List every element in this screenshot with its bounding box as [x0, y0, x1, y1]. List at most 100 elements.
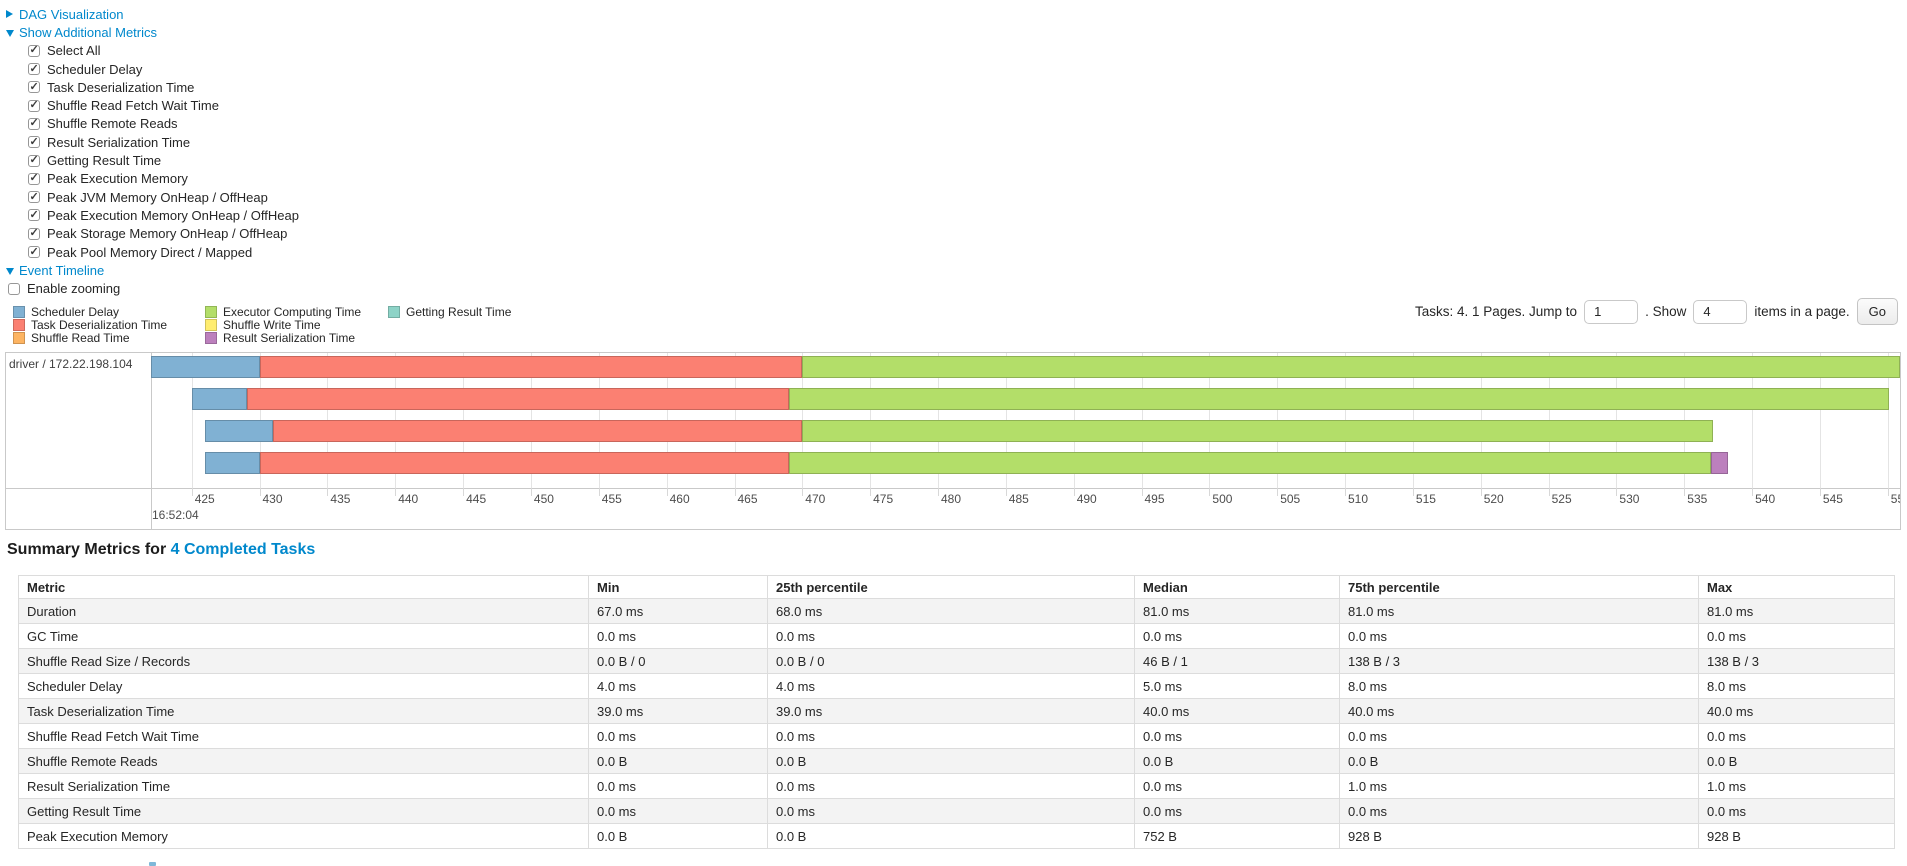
metric-checkbox-label: Peak Storage Memory OnHeap / OffHeap	[47, 226, 288, 242]
table-cell: Scheduler Delay	[18, 673, 589, 699]
tick-mark	[1209, 488, 1211, 496]
checkbox-checked-icon[interactable]	[28, 116, 40, 130]
metric-checkbox-label: Shuffle Remote Reads	[47, 116, 178, 132]
table-cell: 39.0 ms	[767, 698, 1135, 724]
checkbox-checked-icon[interactable]	[28, 135, 40, 149]
metric-checkbox-row[interactable]: Select All	[6, 42, 299, 60]
checkbox-checked-icon[interactable]	[28, 98, 40, 112]
tick-mark	[734, 488, 736, 496]
task-bar-segment-executor_computing[interactable]	[788, 388, 1890, 410]
table-cell: 0.0 ms	[588, 623, 768, 649]
table-row: Task Deserialization Time 39.0 ms 39.0 ms 4…	[18, 698, 1895, 724]
checkbox-checked-icon[interactable]	[28, 62, 40, 76]
completed-tasks-link[interactable]: 4 Completed Tasks	[170, 541, 316, 558]
task-bar-segment-scheduler_delay[interactable]	[191, 388, 248, 410]
legend-column: Scheduler Delay Task Deserialization Time…	[13, 305, 167, 345]
metric-checkbox-label: Scheduler Delay	[47, 61, 143, 77]
checkbox-checked-icon[interactable]	[28, 80, 40, 94]
task-bar-segment-scheduler_delay[interactable]	[205, 420, 274, 442]
tick-label: 525	[1551, 492, 1572, 506]
go-button[interactable]: Go	[1856, 298, 1898, 325]
tick-label: 540	[1755, 492, 1776, 506]
show-additional-metrics-toggle[interactable]: Show Additional Metrics	[6, 23, 299, 41]
heading-prefix-text: Summary Metrics for	[7, 541, 171, 558]
legend-swatch	[205, 318, 217, 331]
jump-to-page-input[interactable]	[1584, 299, 1639, 324]
metric-checkbox-row[interactable]: Scheduler Delay	[6, 60, 299, 78]
task-bar-segment-result_serialization[interactable]	[1711, 452, 1728, 474]
axis-time-label: 16:52:04	[152, 508, 199, 522]
items-per-page-input[interactable]	[1693, 299, 1748, 324]
metric-checkbox-row[interactable]: Peak JVM Memory OnHeap / OffHeap	[6, 188, 299, 206]
metric-checkbox-row[interactable]: Getting Result Time	[6, 151, 299, 169]
table-cell: 0.0 ms	[767, 798, 1135, 824]
checkbox-checked-icon[interactable]	[28, 226, 40, 240]
metric-checkbox-row[interactable]: Task Deserialization Time	[6, 78, 299, 96]
tick-mark	[1277, 488, 1279, 496]
table-cell: 0.0 ms	[588, 723, 768, 749]
table-cell: Duration	[18, 598, 589, 624]
metric-checkbox-row[interactable]: Result Serialization Time	[6, 133, 299, 151]
table-cell: 138 B / 3	[1698, 648, 1895, 674]
chevron-down-icon	[6, 29, 14, 37]
tick-label: 440	[398, 492, 419, 506]
checkbox-checked-icon[interactable]	[28, 43, 40, 57]
enable-zooming-row[interactable]: Enable zooming	[6, 279, 299, 297]
task-bar-segment-task_deserialization[interactable]	[247, 388, 789, 410]
legend-item: Shuffle Write Time	[205, 318, 361, 332]
table-cell: 928 B	[1339, 823, 1699, 849]
tick-label: 430	[262, 492, 283, 506]
executor-group-label: driver / 172.22.198.104	[9, 357, 133, 371]
metric-checkbox-row[interactable]: Peak Pool Memory Direct / Mapped	[6, 243, 299, 261]
legend-item-label: Shuffle Read Time	[31, 330, 130, 345]
dag-visualization-link[interactable]: DAG Visualization	[19, 6, 124, 22]
show-additional-metrics-link[interactable]: Show Additional Metrics	[19, 24, 158, 40]
task-bar-segment-scheduler_delay[interactable]	[205, 452, 260, 474]
task-bar-segment-executor_computing[interactable]	[802, 356, 1900, 378]
dag-visualization-toggle[interactable]: DAG Visualization	[6, 5, 299, 23]
table-cell: 46 B / 1	[1134, 648, 1340, 674]
metric-checkbox-row[interactable]: Shuffle Remote Reads	[6, 115, 299, 133]
checkbox-unchecked-icon[interactable]	[8, 282, 20, 295]
table-cell: 0.0 B	[1134, 748, 1340, 774]
checkbox-checked-icon[interactable]	[28, 245, 40, 258]
task-bar-segment-task_deserialization[interactable]	[259, 356, 803, 378]
metric-checkbox-row[interactable]: Shuffle Read Fetch Wait Time	[6, 96, 299, 114]
task-bar-segment-task_deserialization[interactable]	[273, 420, 803, 442]
metric-checkbox-row[interactable]: Peak Execution Memory OnHeap / OffHeap	[6, 206, 299, 224]
task-bar-segment-executor_computing[interactable]	[788, 452, 1712, 474]
task-pagination: Tasks: 4. 1 Pages. Jump to . Show items …	[1415, 298, 1898, 325]
event-timeline-chart: driver / 172.22.198.104 16:52:04 425 430 4…	[5, 352, 1901, 530]
table-cell: 138 B / 3	[1339, 648, 1699, 674]
tick-mark	[191, 488, 193, 496]
checkbox-checked-icon[interactable]	[28, 153, 40, 167]
metric-checkbox-row[interactable]: Peak Execution Memory	[6, 170, 299, 188]
clipped-next-section-fragment	[149, 862, 156, 866]
task-bar-segment-task_deserialization[interactable]	[259, 452, 789, 474]
table-row: Duration 67.0 ms 68.0 ms 81.0 ms 81.0 ms 81.0…	[18, 598, 1895, 624]
metric-checkbox-row[interactable]: Peak Storage Memory OnHeap / OffHeap	[6, 225, 299, 243]
checkbox-checked-icon[interactable]	[28, 190, 40, 204]
tick-mark	[530, 488, 532, 496]
table-cell: 0.0 B	[588, 748, 768, 774]
tick-mark	[259, 488, 261, 496]
summary-metrics-table: Metric Min 25th percentile Median 75th perce…	[18, 575, 1895, 849]
table-row: Result Serialization Time 0.0 ms 0.0 ms 0.0…	[18, 773, 1895, 799]
event-timeline-link[interactable]: Event Timeline	[19, 262, 105, 278]
table-row: Getting Result Time 0.0 ms 0.0 ms 0.0 ms 0.0…	[18, 798, 1895, 824]
legend-item: Getting Result Time	[388, 305, 511, 319]
metric-checkbox-label: Peak Execution Memory OnHeap / OffHeap	[47, 207, 299, 223]
gridline	[1819, 353, 1821, 488]
task-bar-segment-scheduler_delay[interactable]	[151, 356, 260, 378]
tick-mark	[1616, 488, 1618, 496]
table-cell: 0.0 ms	[767, 623, 1135, 649]
checkbox-checked-icon[interactable]	[28, 208, 40, 222]
tick-mark	[1819, 488, 1821, 496]
tick-label: 445	[466, 492, 487, 506]
table-cell: Shuffle Read Size / Records	[18, 648, 589, 674]
event-timeline-toggle[interactable]: Event Timeline	[6, 261, 299, 279]
tick-mark	[666, 488, 668, 496]
pagination-mid-text: . Show	[1645, 304, 1687, 319]
checkbox-checked-icon[interactable]	[28, 171, 40, 185]
task-bar-segment-executor_computing[interactable]	[802, 420, 1713, 442]
